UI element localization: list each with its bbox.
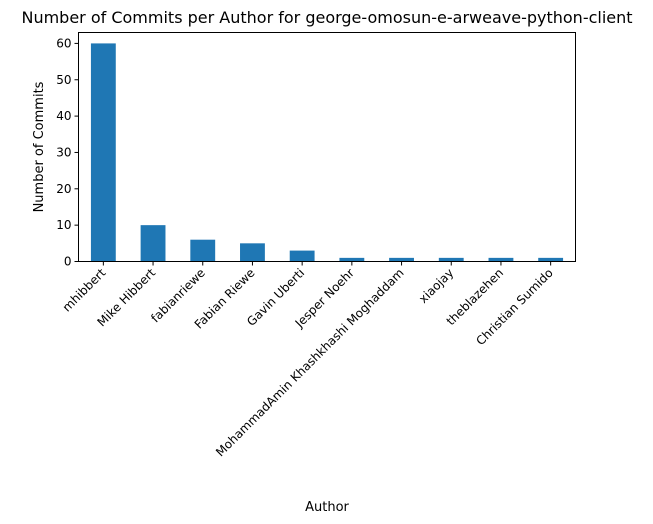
x-tick-label-7: xiaojay: [416, 266, 456, 306]
y-tick-label-1: 10: [56, 218, 71, 232]
plot-frame: [78, 32, 576, 262]
bars-group: [90, 43, 564, 262]
y-tick-label-0: 0: [64, 255, 72, 269]
bar-1: [140, 225, 166, 262]
y-axis-label: Number of Commits: [32, 81, 47, 212]
x-tick-label-0: mhibbert: [60, 266, 109, 315]
bar-0: [90, 43, 116, 262]
x-axis-label: Author: [305, 500, 349, 515]
bar-6: [389, 257, 414, 262]
y-tick-label-6: 60: [56, 36, 71, 50]
chart-title: Number of Commits per Author for george-…: [21, 8, 632, 27]
y-tick-label-4: 40: [56, 109, 71, 123]
bar-9: [538, 257, 564, 262]
bar-5: [339, 257, 365, 262]
y-tick-label-5: 50: [56, 73, 71, 87]
bar-3: [240, 243, 265, 262]
y-tick-label-2: 20: [56, 182, 71, 196]
bar-7: [438, 257, 464, 262]
x-tick-label-6: MohammadAmin Khashkhashi Moghaddam: [213, 266, 407, 460]
bar-2: [190, 239, 216, 262]
y-axis: 0 10 20 30 40 50 60: [56, 36, 79, 269]
bar-8: [488, 257, 514, 262]
bar-4: [289, 250, 315, 262]
y-tick-label-3: 30: [56, 145, 71, 159]
